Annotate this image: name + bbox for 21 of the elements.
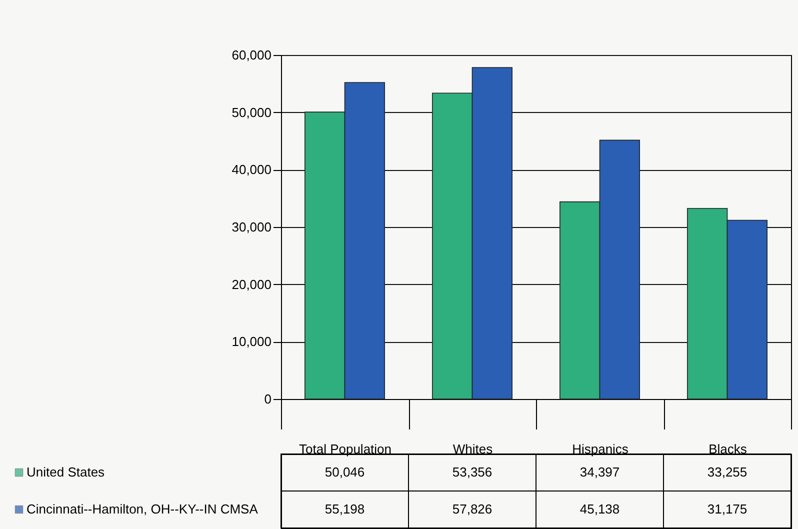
data-label: 34,397 [580,464,620,480]
y-tick-label: 60,000 [232,48,272,62]
data-label: 50,046 [324,464,365,480]
x-tick-label: Hispanics [572,442,629,456]
y-tick-label: 0 [264,392,272,406]
legend-label: United States [26,464,106,480]
legend-label: Cincinnati--Hamilton, OH--KY--IN CMSA [26,502,258,516]
x-tick-label: Blacks [708,442,748,456]
data-label: 53,356 [452,464,492,480]
y-tick-label: 50,000 [232,104,272,120]
data-label: 45,138 [580,502,620,516]
y-tick-label: 30,000 [232,220,272,234]
y-tick-label: 10,000 [232,334,272,350]
x-tick-label: Total Population [298,442,392,456]
y-tick-label: 40,000 [232,162,272,178]
data-label: 31,175 [707,502,748,516]
data-label: 55,198 [324,502,365,516]
data-label: 33,255 [707,464,748,480]
y-tick-label: 20,000 [232,276,272,292]
data-label: 57,826 [452,502,492,516]
x-tick-label: Whites [452,442,494,456]
